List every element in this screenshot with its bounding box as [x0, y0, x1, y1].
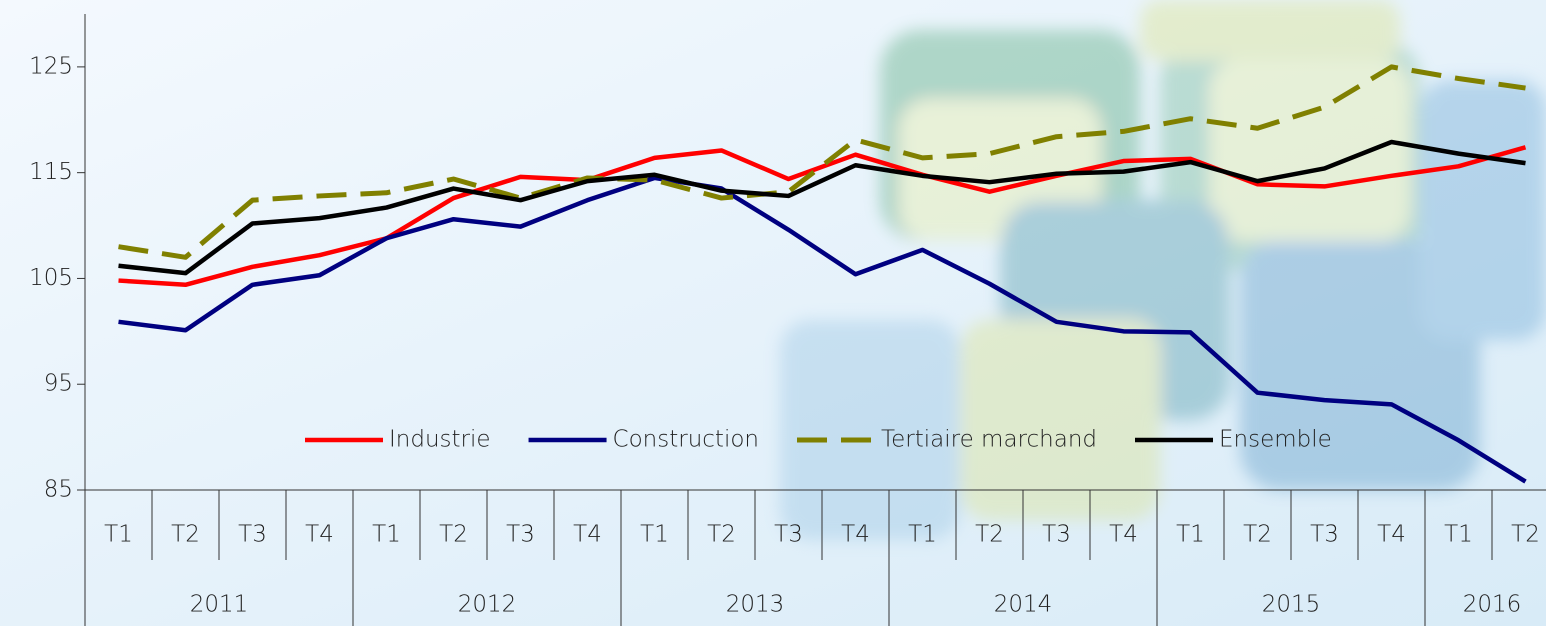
y-tick-label: 105 [29, 265, 73, 291]
legend-label: Construction [613, 427, 759, 453]
x-tick-label: T3 [506, 522, 535, 548]
legend-label: Tertiaire marchand [881, 427, 1097, 453]
x-tick-label: T4 [1109, 522, 1138, 548]
x-tick-label: T4 [1377, 522, 1406, 548]
x-tick-label: T1 [104, 522, 133, 548]
legend-label: Industrie [389, 427, 491, 453]
x-tick-label: T4 [573, 522, 602, 548]
year-label: 2016 [1463, 592, 1522, 618]
year-label: 2012 [458, 592, 517, 618]
x-tick-label: T1 [908, 522, 937, 548]
year-label: 2014 [994, 592, 1053, 618]
x-tick-label: T1 [372, 522, 401, 548]
y-tick-label: 115 [29, 159, 73, 185]
legend-label: Ensemble [1219, 427, 1332, 453]
year-label: 2011 [190, 592, 249, 618]
x-tick-label: T3 [774, 522, 803, 548]
y-tick-label: 85 [44, 477, 73, 503]
x-tick-label: T2 [1511, 522, 1540, 548]
y-tick-label: 125 [29, 53, 73, 79]
x-tick-label: T2 [1243, 522, 1272, 548]
x-tick-label: T1 [1444, 522, 1473, 548]
y-tick-label: 95 [44, 371, 73, 397]
year-label: 2015 [1262, 592, 1321, 618]
x-tick-label: T2 [171, 522, 200, 548]
x-tick-label: T4 [841, 522, 870, 548]
x-tick-label: T3 [238, 522, 267, 548]
x-tick-label: T4 [305, 522, 334, 548]
chart: 85 95 105 115 125 T1 T2 T3 T4 T1 T2 T3 T4 T1 T2 T3 T4 T1 T… [0, 0, 1546, 626]
x-tick-label: T1 [640, 522, 669, 548]
x-tick-label: T2 [707, 522, 736, 548]
x-tick-label: T3 [1042, 522, 1071, 548]
x-tick-label: T3 [1310, 522, 1339, 548]
x-tick-label: T2 [975, 522, 1004, 548]
x-tick-label: T1 [1176, 522, 1205, 548]
x-tick-label: T2 [439, 522, 468, 548]
year-label: 2013 [726, 592, 785, 618]
